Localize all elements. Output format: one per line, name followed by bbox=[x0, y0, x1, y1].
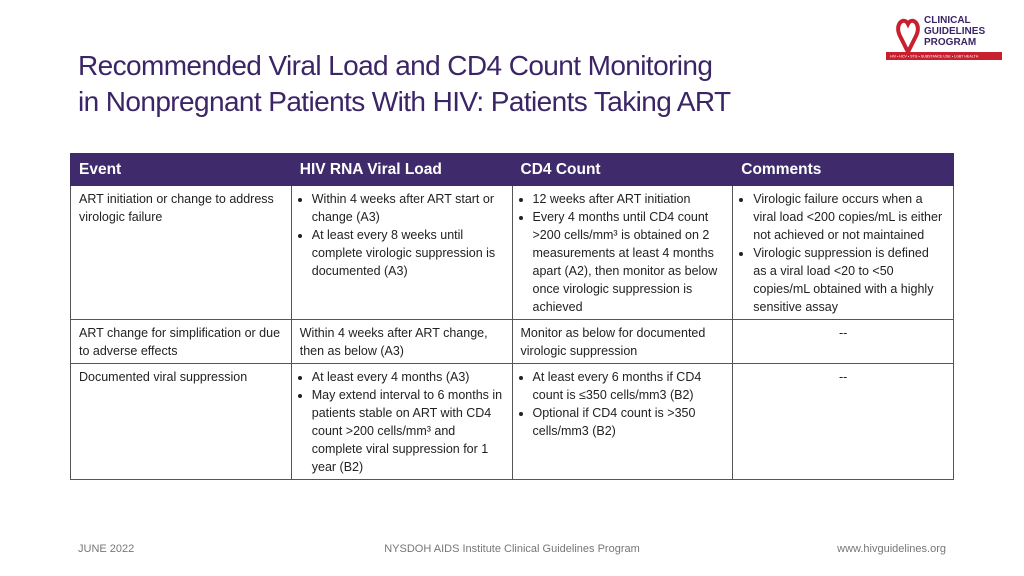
table-cell: ART initiation or change to address viro… bbox=[70, 185, 292, 320]
bullet-list: 12 weeks after ART initiationEvery 4 mon… bbox=[521, 190, 725, 316]
bullet-item: Every 4 months until CD4 count >200 cell… bbox=[533, 208, 725, 316]
logo-tagline: HIV • HCV • STIs • SUBSTANCE USE • LGBT … bbox=[890, 55, 979, 59]
bullet-item: At least every 4 months (A3) bbox=[312, 368, 504, 386]
table-cell: Within 4 weeks after ART change, then as… bbox=[290, 319, 513, 364]
bullet-item: Optional if CD4 count is >350 cells/mm3 … bbox=[533, 404, 725, 440]
footer-center: NYSDOH AIDS Institute Clinical Guideline… bbox=[384, 543, 640, 555]
bullet-list: Within 4 weeks after ART start or change… bbox=[300, 190, 504, 280]
monitoring-table: Event HIV RNA Viral Load CD4 Count Comments… bbox=[70, 153, 954, 480]
header-row: Event HIV RNA Viral Load CD4 Count Comments bbox=[70, 153, 954, 186]
footer-date: JUNE 2022 bbox=[78, 543, 135, 555]
header-cell: Event bbox=[70, 153, 292, 186]
footer-url: www.hivguidelines.org bbox=[837, 543, 946, 555]
table-cell: -- bbox=[732, 319, 954, 364]
table-cell: At least every 6 months if CD4 count is … bbox=[511, 363, 734, 480]
bullet-list: At least every 6 months if CD4 count is … bbox=[521, 368, 725, 440]
table-cell: Documented viral suppression bbox=[70, 363, 292, 480]
bullet-item: May extend interval to 6 months in patie… bbox=[312, 386, 504, 476]
bullet-list: Virologic failure occurs when a viral lo… bbox=[741, 190, 945, 316]
bullet-item: 12 weeks after ART initiation bbox=[533, 190, 725, 208]
logo-line: GUIDELINES bbox=[924, 26, 985, 37]
table-cell: Monitor as below for documented virologi… bbox=[511, 319, 734, 364]
bullet-item: At least every 8 weeks until complete vi… bbox=[312, 226, 504, 280]
bullet-item: Virologic failure occurs when a viral lo… bbox=[753, 190, 945, 244]
table-cell: At least every 4 months (A3)May extend i… bbox=[290, 363, 513, 480]
table-cell: -- bbox=[732, 363, 954, 480]
table-row: Documented viral suppressionAt least eve… bbox=[70, 363, 954, 480]
table-cell: Within 4 weeks after ART start or change… bbox=[290, 185, 513, 320]
table-row: ART change for simplification or due to … bbox=[70, 319, 954, 364]
header-cell: CD4 Count bbox=[511, 153, 734, 186]
title: Recommended Viral Load and CD4 Count Mon… bbox=[78, 48, 731, 120]
table-cell: Virologic failure occurs when a viral lo… bbox=[732, 185, 954, 320]
title-line: in Nonpregnant Patients With HIV: Patien… bbox=[78, 86, 731, 117]
header-cell: HIV RNA Viral Load bbox=[290, 153, 513, 186]
logo-line: PROGRAM bbox=[924, 37, 976, 48]
table-cell: ART change for simplification or due to … bbox=[70, 319, 292, 364]
table-row: ART initiation or change to address viro… bbox=[70, 185, 954, 320]
logo-bar bbox=[886, 52, 1002, 60]
logo: CLINICAL GUIDELINES PROGRAM HIV • HCV • … bbox=[886, 15, 1002, 60]
bullet-item: At least every 6 months if CD4 count is … bbox=[533, 368, 725, 404]
header-cell: Comments bbox=[732, 153, 954, 186]
title-line: Recommended Viral Load and CD4 Count Mon… bbox=[78, 50, 713, 81]
logo-line: CLINICAL bbox=[924, 15, 971, 26]
bullet-list: At least every 4 months (A3)May extend i… bbox=[300, 368, 504, 476]
table-cell: 12 weeks after ART initiationEvery 4 mon… bbox=[511, 185, 734, 320]
bullet-item: Virologic suppression is defined as a vi… bbox=[753, 244, 945, 316]
bullet-item: Within 4 weeks after ART start or change… bbox=[312, 190, 504, 226]
ribbon bbox=[896, 18, 920, 57]
